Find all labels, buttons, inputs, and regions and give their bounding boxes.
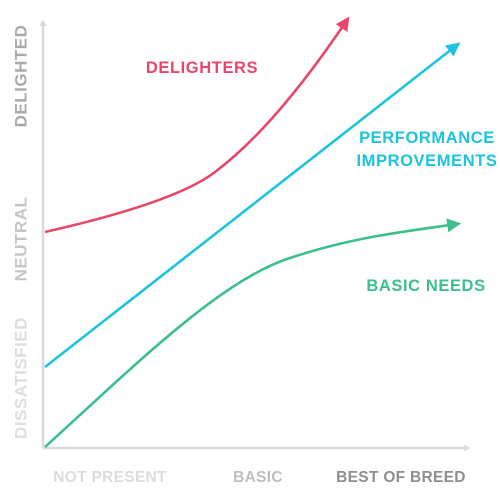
performance-label-line1: PERFORMANCE xyxy=(359,129,495,147)
delighters-label: DELIGHTERS xyxy=(146,59,258,77)
y-label-delighted: DELIGHTED xyxy=(11,25,30,128)
x-label-basic: BASIC xyxy=(233,469,283,486)
basic-needs-label: BASIC NEEDS xyxy=(366,277,485,295)
x-label-best-of-breed: BEST OF BREED xyxy=(336,469,466,486)
x-label-not-present: NOT PRESENT xyxy=(53,469,167,486)
y-label-neutral: NEUTRAL xyxy=(11,197,30,282)
basic-needs-curve xyxy=(44,218,462,448)
y-label-dissatisfied: DISSATISFIED xyxy=(11,317,30,439)
performance-curve xyxy=(44,42,461,369)
performance-label-line2: IMPROVEMENTS xyxy=(356,152,497,170)
delighters-curve xyxy=(44,16,350,234)
